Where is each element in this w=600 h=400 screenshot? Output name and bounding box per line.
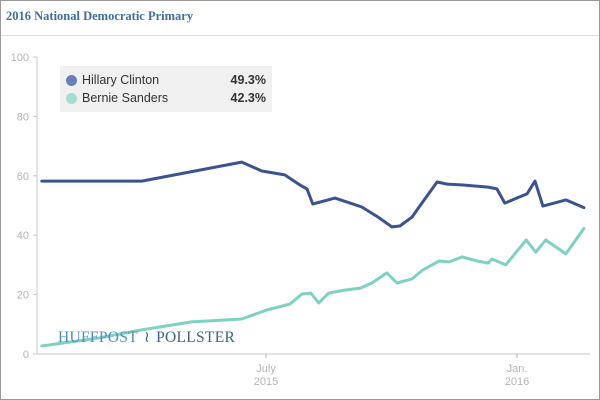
legend-value: 49.3% [230, 73, 266, 87]
legend-swatch-sanders [66, 93, 77, 104]
y-tick-label: 20 [17, 290, 29, 302]
legend-label: Hillary Clinton [82, 73, 160, 87]
header-divider [1, 35, 599, 36]
chart-title: 2016 National Democratic Primary [6, 9, 194, 23]
y-tick-label: 0 [23, 349, 29, 361]
legend-item-clinton[interactable]: Hillary Clinton 49.3% [66, 72, 266, 90]
logo-pollster: POLLSTER [156, 329, 236, 346]
x-tick-label: July [256, 363, 276, 375]
series-line-bernie-sanders [40, 226, 586, 348]
y-tick-label: 100 [11, 52, 29, 64]
logo-huffpost: HUFFPOST [58, 329, 138, 346]
x-tick-label: Jan. [507, 363, 528, 375]
series-line-hillary-clinton [40, 160, 586, 229]
legend-label: Bernie Sanders [82, 91, 169, 105]
bird-icon: ≀ [143, 329, 151, 346]
x-tick-label: 2016 [505, 376, 529, 388]
legend-item-sanders[interactable]: Bernie Sanders 42.3% [66, 90, 266, 108]
legend: Hillary Clinton 49.3% Bernie Sanders 42.… [60, 66, 272, 112]
y-tick-label: 60 [17, 171, 29, 183]
huffpost-pollster-logo: HUFFPOST ≀ POLLSTER [58, 328, 235, 347]
y-tick-label: 80 [17, 111, 29, 123]
y-tick-label: 40 [17, 230, 29, 242]
x-tick-label: 2015 [254, 376, 278, 388]
legend-value: 42.3% [230, 91, 266, 105]
legend-swatch-clinton [66, 75, 77, 86]
